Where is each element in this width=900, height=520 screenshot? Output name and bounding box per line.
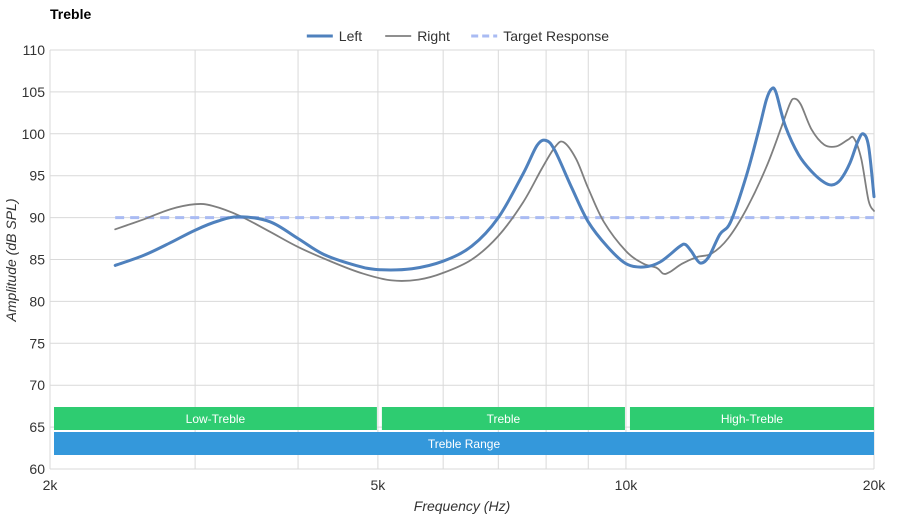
y-tick-label: 95 [29, 168, 45, 184]
legend-label-right: Right [417, 28, 450, 44]
range-bands: Low-Treble Treble High-Treble Treble Range [54, 407, 874, 455]
band-high-treble [629, 407, 874, 430]
y-tick-label: 100 [22, 126, 46, 142]
y-tick-label: 70 [29, 377, 45, 393]
band-low-treble [54, 407, 377, 430]
y-tick-label: 65 [29, 419, 45, 435]
y-axis-title: Amplitude (dB SPL) [3, 199, 19, 323]
legend: Left Right Target Response [306, 28, 609, 44]
band-label-low-treble: Low-Treble [186, 412, 246, 426]
band-label-high-treble: High-Treble [721, 412, 784, 426]
x-tick-label: 5k [371, 477, 387, 493]
x-axis-ticks: 2k 5k 10k 20k [43, 477, 887, 493]
band-label-treble-range: Treble Range [428, 437, 501, 451]
y-tick-label: 60 [29, 461, 45, 477]
y-tick-label: 85 [29, 252, 45, 268]
series-line-left [113, 86, 876, 272]
y-tick-label: 80 [29, 293, 45, 309]
x-tick-label: 10k [615, 477, 639, 493]
y-tick-label: 105 [22, 84, 46, 100]
grid [49, 49, 875, 470]
chart-title: Treble [50, 6, 91, 22]
series-lines [113, 86, 876, 282]
x-axis-title: Frequency (Hz) [414, 498, 510, 514]
series-line-right [114, 97, 875, 282]
x-tick-label: 2k [43, 477, 59, 493]
band-label-treble: Treble [487, 412, 521, 426]
y-axis-ticks: 60 65 70 75 80 85 90 95 100 105 110 [22, 42, 46, 477]
x-tick-label: 20k [863, 477, 887, 493]
y-tick-label: 110 [23, 42, 46, 58]
legend-label-target-response: Target Response [503, 28, 609, 44]
y-tick-label: 90 [29, 210, 45, 226]
band-treble-range [54, 432, 874, 455]
band-treble [381, 407, 625, 430]
legend-label-left: Left [339, 28, 362, 44]
y-tick-label: 75 [29, 335, 45, 351]
